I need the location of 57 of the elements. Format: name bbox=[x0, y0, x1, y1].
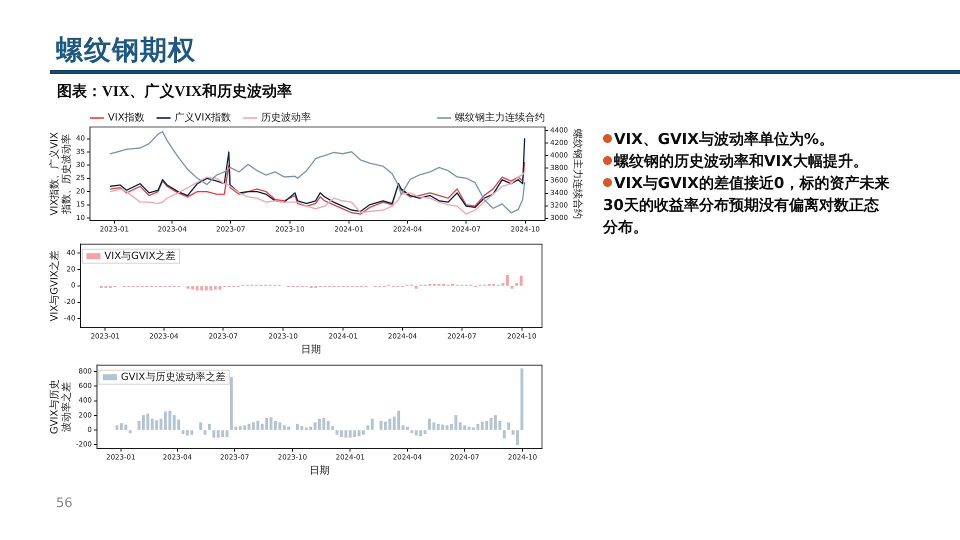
bar bbox=[507, 422, 510, 430]
bar bbox=[432, 422, 436, 430]
bar bbox=[388, 418, 392, 430]
bar bbox=[476, 424, 480, 430]
text: 56 bbox=[56, 496, 74, 511]
bar bbox=[502, 430, 506, 438]
bar bbox=[155, 420, 158, 430]
bar bbox=[265, 418, 268, 430]
bar bbox=[128, 430, 132, 434]
bar bbox=[120, 423, 123, 430]
bar bbox=[344, 430, 348, 438]
legend-label: 广义VIX指数 bbox=[174, 112, 232, 124]
bar bbox=[463, 425, 466, 430]
y-axis-title: VIX指数、广义VIX指数、历史波动率 bbox=[48, 132, 73, 216]
x-axis-title: 日期 bbox=[309, 464, 330, 477]
legend-label: 螺纹钢主力连续合约 bbox=[455, 112, 546, 124]
bar bbox=[397, 410, 400, 430]
y2-axis-title: 螺纹钢主力连续合约 bbox=[571, 128, 584, 219]
bar bbox=[186, 430, 189, 436]
bar bbox=[485, 420, 488, 430]
bar bbox=[480, 422, 484, 430]
bar bbox=[177, 419, 180, 430]
legend-label: VIX与GVIX之差 bbox=[104, 250, 176, 262]
bar bbox=[221, 430, 224, 437]
y-axis-title: GVIX与历史波动率之差 bbox=[48, 380, 73, 434]
legend-label: VIX指数 bbox=[108, 112, 145, 124]
chart-title: 螺纹钢期权 bbox=[56, 34, 196, 68]
bar bbox=[414, 430, 418, 436]
bar bbox=[142, 415, 145, 430]
text: 螺纹钢的历史波动率和VIX大幅提升。 bbox=[614, 152, 868, 170]
bar bbox=[322, 418, 326, 430]
text: VIX与GVIX的差值接近0，标的资产未来30天的收益率分布预期没有偏离对数正态分布。 bbox=[603, 174, 890, 236]
bar bbox=[190, 430, 194, 435]
text: VIX、GVIX与波动率单位为%。 bbox=[614, 130, 834, 148]
y-axis-title: VIX与GVIX之差 bbox=[48, 250, 61, 322]
bar bbox=[454, 415, 458, 430]
legend-label: GVIX与历史波动率之差 bbox=[120, 370, 226, 383]
bar bbox=[278, 422, 282, 430]
bar bbox=[212, 430, 216, 438]
bar bbox=[300, 426, 304, 430]
bar bbox=[441, 424, 444, 430]
bar bbox=[410, 430, 414, 434]
bar bbox=[238, 426, 242, 430]
bar bbox=[256, 420, 260, 430]
bar bbox=[309, 426, 312, 430]
bar bbox=[204, 430, 206, 435]
bar bbox=[124, 424, 128, 430]
bar bbox=[208, 424, 211, 430]
bar bbox=[243, 425, 246, 430]
legend-label: 历史波动率 bbox=[261, 112, 312, 124]
x-axis-title: 日期 bbox=[301, 344, 322, 356]
chart-subtitle: 图表：VIX、广义VIX和历史波动率 bbox=[57, 82, 292, 101]
bar bbox=[164, 411, 167, 430]
bar bbox=[287, 426, 290, 430]
bar bbox=[199, 422, 202, 430]
bar bbox=[353, 430, 356, 437]
bar bbox=[419, 430, 422, 436]
